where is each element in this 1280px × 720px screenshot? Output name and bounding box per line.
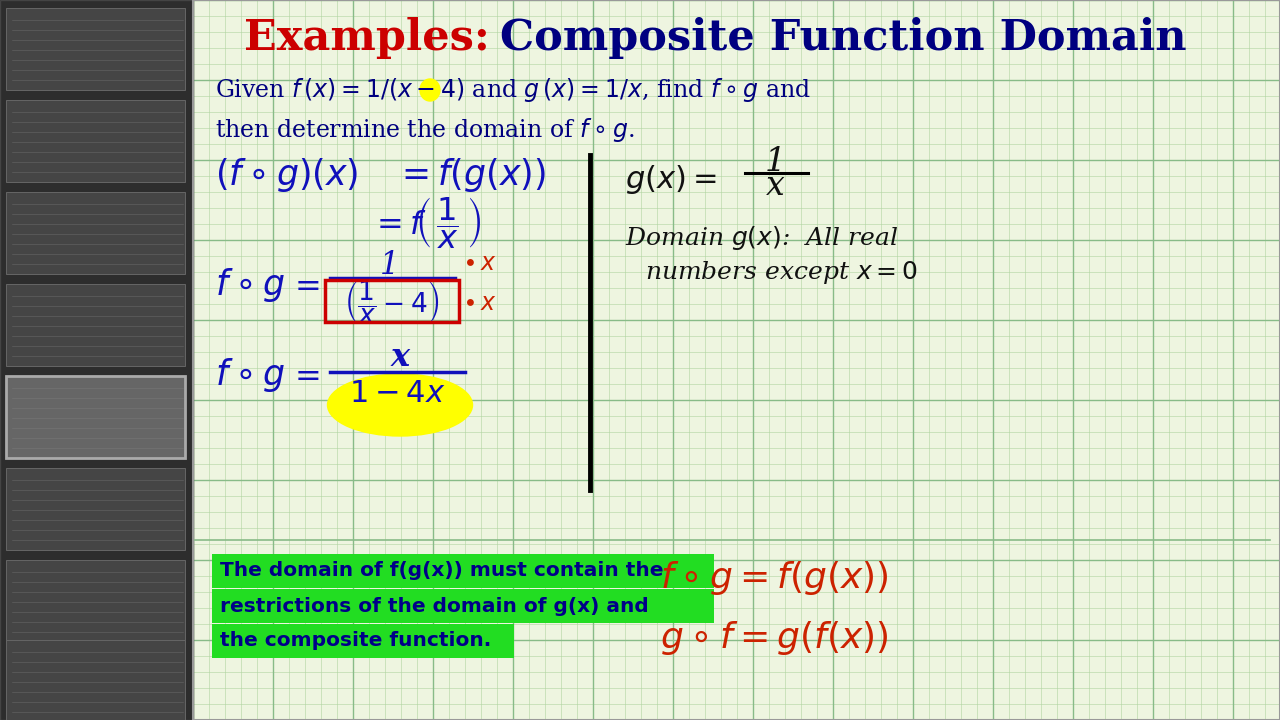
Text: $= f\!\left(\,\dfrac{1}{x}\,\right)$: $= f\!\left(\,\dfrac{1}{x}\,\right)$	[370, 194, 481, 250]
Text: $\left(\dfrac{1}{x} - 4\right)$: $\left(\dfrac{1}{x} - 4\right)$	[344, 278, 440, 326]
FancyBboxPatch shape	[0, 0, 193, 720]
FancyBboxPatch shape	[6, 192, 186, 274]
Text: 1: 1	[764, 146, 786, 178]
Text: x: x	[390, 343, 410, 374]
Text: restrictions of the domain of g(x) and: restrictions of the domain of g(x) and	[220, 596, 649, 616]
Text: $(f \circ g)(x)$: $(f \circ g)(x)$	[215, 156, 358, 194]
Text: Examples:: Examples:	[244, 17, 490, 59]
Text: Composite Function Domain: Composite Function Domain	[500, 17, 1187, 59]
Text: $f \circ g$: $f \circ g$	[215, 266, 285, 304]
Text: Domain $g(x)$:  All real: Domain $g(x)$: All real	[625, 224, 899, 252]
Text: $\bullet\, x$: $\bullet\, x$	[462, 251, 497, 274]
Text: then determine the domain of $f \circ g$.: then determine the domain of $f \circ g$…	[215, 116, 635, 144]
Text: the composite function.: the composite function.	[220, 631, 492, 650]
Text: $\bullet\, x$: $\bullet\, x$	[462, 292, 497, 315]
Ellipse shape	[328, 374, 472, 436]
Ellipse shape	[420, 79, 440, 101]
FancyBboxPatch shape	[212, 589, 714, 623]
Text: The domain of f(g(x)) must contain the: The domain of f(g(x)) must contain the	[220, 562, 663, 580]
Text: $f \circ g = f(g(x))$: $f \circ g = f(g(x))$	[660, 559, 888, 597]
Text: $1 - 4x$: $1 - 4x$	[348, 377, 445, 408]
Text: $g(x) =$: $g(x) =$	[625, 163, 717, 197]
Text: x: x	[765, 170, 785, 202]
Text: $f \circ g$: $f \circ g$	[215, 356, 285, 394]
FancyBboxPatch shape	[6, 100, 186, 182]
Text: 1: 1	[380, 250, 399, 281]
FancyBboxPatch shape	[6, 560, 186, 642]
Text: $=$: $=$	[288, 359, 320, 390]
FancyBboxPatch shape	[212, 554, 714, 588]
Text: numbers except $x = 0$: numbers except $x = 0$	[645, 258, 918, 286]
FancyBboxPatch shape	[6, 8, 186, 90]
FancyBboxPatch shape	[6, 284, 186, 366]
FancyBboxPatch shape	[6, 468, 186, 550]
FancyBboxPatch shape	[193, 0, 1280, 720]
FancyBboxPatch shape	[6, 640, 186, 720]
FancyBboxPatch shape	[212, 624, 515, 658]
FancyBboxPatch shape	[6, 376, 186, 458]
Text: Given $f\,(x) = 1/(x - 4)$ and $g\,(x) = 1/x$, find $f \circ g$ and: Given $f\,(x) = 1/(x - 4)$ and $g\,(x) =…	[215, 76, 810, 104]
Text: $=$: $=$	[288, 269, 320, 300]
Text: $= f(g(x))$: $= f(g(x))$	[396, 156, 545, 194]
Text: $g \circ f = g(f(x))$: $g \circ f = g(f(x))$	[660, 619, 888, 657]
